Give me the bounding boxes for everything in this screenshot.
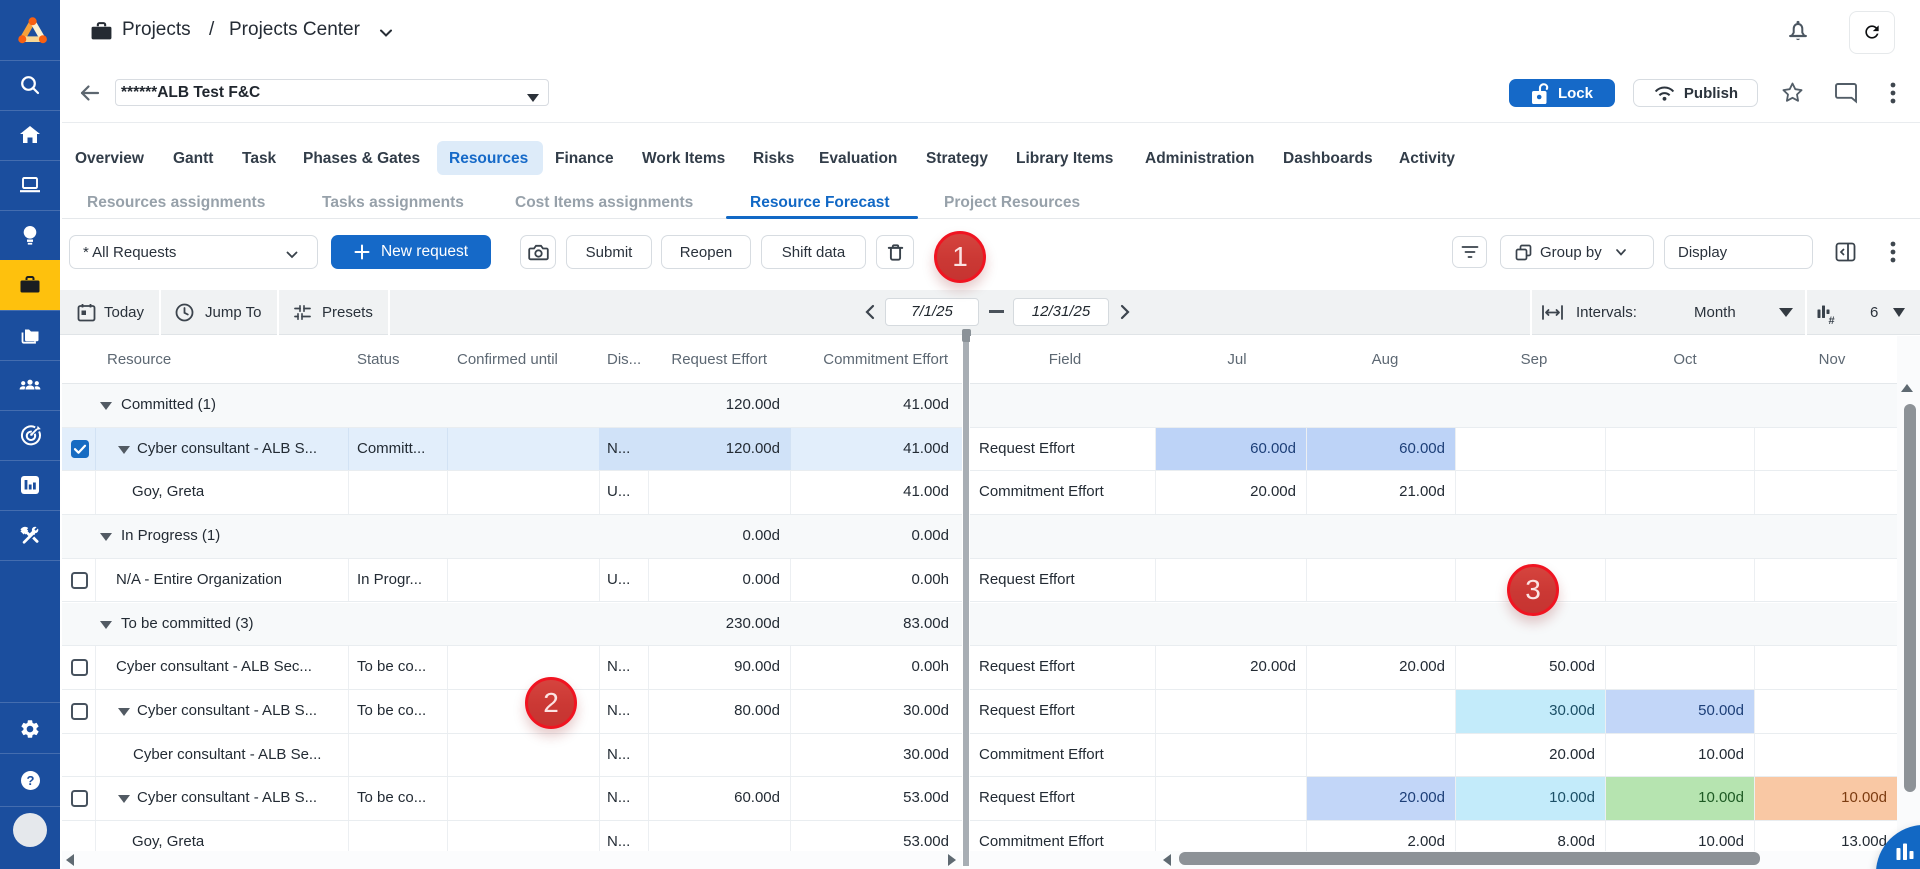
svg-text:?: ? (26, 773, 34, 788)
svg-text:#: # (1829, 315, 1835, 325)
